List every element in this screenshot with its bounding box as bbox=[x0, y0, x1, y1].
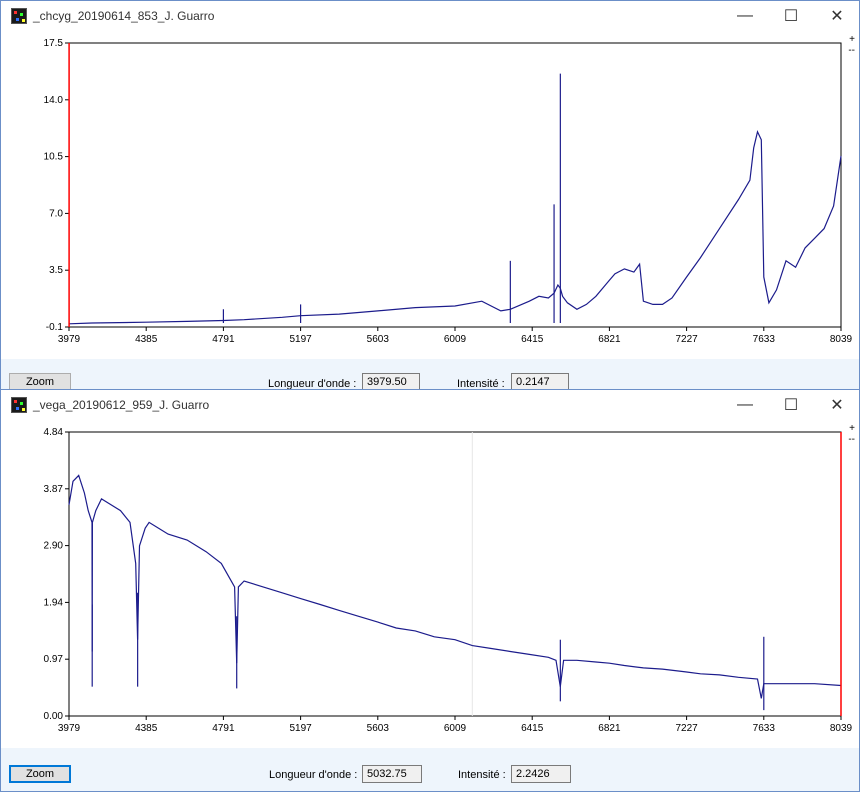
x-tick-label: 4791 bbox=[212, 723, 235, 734]
x-tick-label: 5603 bbox=[367, 723, 390, 734]
plot-frame bbox=[68, 431, 842, 717]
maximize-button[interactable]: ☐ bbox=[783, 397, 799, 414]
y-tick-label: 0.00 bbox=[44, 711, 64, 722]
wavelength-label: Longueur d'onde : bbox=[269, 769, 358, 781]
x-tick-label: 8039 bbox=[830, 723, 853, 734]
spectrum-window-chcyg: _chcyg_20190614_853_J. Guarro — ☐ ✕ + --… bbox=[0, 0, 860, 392]
zoom-out-minus[interactable]: -- bbox=[848, 45, 855, 56]
x-tick-label: 6415 bbox=[521, 334, 544, 345]
intensity-label: Intensité : bbox=[458, 769, 506, 781]
y-tick-label: 17.5 bbox=[44, 38, 64, 49]
minimize-button[interactable]: — bbox=[737, 7, 753, 24]
y-tick-label: 2.90 bbox=[44, 541, 64, 552]
window-title: _vega_20190612_959_J. Guarro bbox=[33, 398, 210, 412]
app-icon bbox=[11, 8, 27, 24]
close-button[interactable]: ✕ bbox=[830, 397, 844, 414]
window-title: _chcyg_20190614_853_J. Guarro bbox=[33, 9, 215, 23]
x-tick-label: 7633 bbox=[753, 723, 776, 734]
maximize-button[interactable]: ☐ bbox=[783, 8, 799, 25]
status-bar: Zoom Longueur d'onde : 5032.75 Intensité… bbox=[1, 748, 859, 791]
x-tick-label: 4385 bbox=[135, 334, 158, 345]
close-button[interactable]: ✕ bbox=[830, 8, 844, 25]
x-tick-label: 6415 bbox=[521, 723, 544, 734]
zoom-button[interactable]: Zoom bbox=[9, 765, 71, 783]
x-tick-label: 4385 bbox=[135, 723, 158, 734]
y-tick-label: 10.5 bbox=[44, 152, 64, 163]
x-tick-label: 7633 bbox=[753, 334, 776, 345]
x-tick-label: 4791 bbox=[212, 334, 235, 345]
y-tick-label: 14.0 bbox=[44, 95, 64, 106]
intensity-value: 2.2426 bbox=[511, 765, 571, 783]
x-tick-label: 6821 bbox=[598, 334, 621, 345]
app-icon bbox=[11, 397, 27, 413]
wavelength-value: 5032.75 bbox=[362, 765, 422, 783]
zoom-in-plus[interactable]: + bbox=[849, 423, 855, 434]
zoom-out-minus[interactable]: -- bbox=[848, 434, 855, 445]
status-bar: Zoom Longueur d'onde : 3979.50 Intensité… bbox=[1, 359, 859, 391]
x-tick-label: 6821 bbox=[598, 723, 621, 734]
y-tick-label: 0.97 bbox=[44, 654, 64, 665]
x-tick-label: 7227 bbox=[675, 334, 698, 345]
x-tick-label: 3979 bbox=[58, 334, 81, 345]
y-tick-label: 3.87 bbox=[44, 484, 64, 495]
x-tick-label: 3979 bbox=[58, 723, 81, 734]
y-tick-label: 7.0 bbox=[49, 208, 63, 219]
x-tick-label: 5197 bbox=[289, 723, 312, 734]
spectrum-window-vega: _vega_20190612_959_J. Guarro — ☐ ✕ + -- … bbox=[0, 389, 860, 792]
wavelength-label: Longueur d'onde : bbox=[268, 378, 357, 390]
spectrum-line bbox=[68, 474, 842, 699]
x-tick-label: 6009 bbox=[444, 723, 467, 734]
intensity-label: Intensité : bbox=[457, 378, 505, 390]
y-tick-label: 4.84 bbox=[44, 427, 64, 438]
x-tick-label: 5197 bbox=[289, 334, 312, 345]
spectrum-plot[interactable]: 0.00 0.97 1.94 2.90 3.87 4.84 3979 4385 4791 5197… bbox=[1, 422, 859, 748]
y-tick-label: -0.1 bbox=[46, 322, 64, 333]
x-tick-label: 8039 bbox=[830, 334, 853, 345]
y-tick-label: 1.94 bbox=[44, 597, 64, 608]
zoom-in-plus[interactable]: + bbox=[849, 34, 855, 45]
spectrum-plot[interactable]: -0.1 3.5 7.0 10.5 14.0 17.5 3979 4385 4791 5197 56… bbox=[1, 33, 859, 359]
y-tick-label: 3.5 bbox=[49, 265, 63, 276]
plot-frame bbox=[68, 42, 842, 328]
minimize-button[interactable]: — bbox=[737, 396, 753, 413]
title-bar[interactable]: _chcyg_20190614_853_J. Guarro — ☐ ✕ bbox=[1, 1, 859, 31]
spectrum-line bbox=[68, 129, 842, 325]
x-tick-label: 7227 bbox=[675, 723, 698, 734]
x-tick-label: 6009 bbox=[444, 334, 467, 345]
x-tick-label: 5603 bbox=[367, 334, 390, 345]
title-bar[interactable]: _vega_20190612_959_J. Guarro — ☐ ✕ bbox=[1, 390, 859, 420]
